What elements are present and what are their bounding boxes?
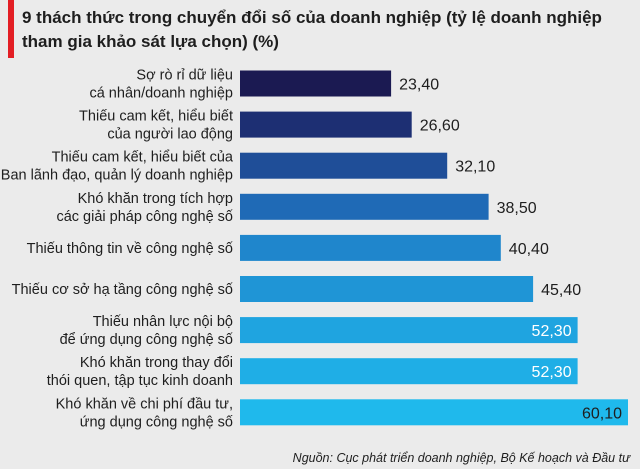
value-label-6: 45,40: [541, 282, 581, 299]
bar-4: [240, 193, 489, 220]
chart-title-line-2: tham gia khảo sát lựa chọn) (%): [22, 32, 279, 51]
value-label-3: 32,10: [455, 159, 495, 176]
category-label-7-line-1: Thiếu nhân lực nội bộ: [93, 314, 233, 330]
bar-5: [240, 234, 501, 261]
bar-1: [240, 70, 392, 97]
category-label-9-line-2: ứng dụng công nghệ số: [80, 414, 233, 430]
bar-8: [240, 358, 578, 385]
category-label-3-line-1: Thiếu cam kết, hiểu biết của: [52, 150, 234, 166]
category-label-4-line-2: các giải pháp công nghệ số: [56, 209, 233, 225]
category-label-2-line-2: của người lao động: [107, 127, 233, 143]
value-label-5: 40,40: [509, 241, 549, 258]
chart-title: 9 thách thức trong chuyển đổi số của doa…: [8, 0, 640, 58]
category-label-4-line-1: Khó khăn trong tích hợp: [78, 191, 233, 207]
category-label-7-line-2: để ứng dụng công nghệ số: [60, 332, 233, 348]
category-label-5-line-1: Thiếu thông tin về công nghệ số: [27, 241, 233, 257]
category-label-1-line-2: cá nhân/doanh nghiệp: [89, 86, 233, 102]
chart-title-line-1: 9 thách thức trong chuyển đổi số của doa…: [22, 8, 602, 27]
value-label-4: 38,50: [497, 200, 537, 217]
value-label-9: 60,10: [582, 405, 622, 422]
bar-3: [240, 152, 448, 179]
category-label-9-line-1: Khó khăn về chi phí đầu tư,: [56, 396, 233, 412]
value-label-8: 52,30: [532, 364, 572, 381]
category-label-6-line-1: Thiếu cơ sở hạ tầng công nghệ số: [12, 282, 233, 298]
category-label-3-line-2: Ban lãnh đạo, quản lý doanh nghiệp: [1, 168, 233, 184]
value-label-2: 26,60: [420, 118, 460, 135]
category-label-1-line-1: Sợ rò rỉ dữ liệu: [136, 68, 233, 84]
bar-7: [240, 317, 578, 344]
value-label-7: 52,30: [532, 323, 572, 340]
category-label-8-line-1: Khó khăn trong thay đổi: [80, 355, 233, 371]
bar-9: [240, 399, 628, 426]
source-note: Nguồn: Cục phát triển doanh nghiệp, Bộ K…: [292, 451, 630, 465]
bar-6: [240, 276, 534, 302]
category-label-8-line-2: thói quen, tập tục kinh doanh: [47, 373, 233, 389]
value-label-1: 23,40: [399, 77, 439, 94]
category-label-2-line-1: Thiếu cam kết, hiểu biết: [79, 109, 233, 125]
bar-2: [240, 111, 412, 138]
